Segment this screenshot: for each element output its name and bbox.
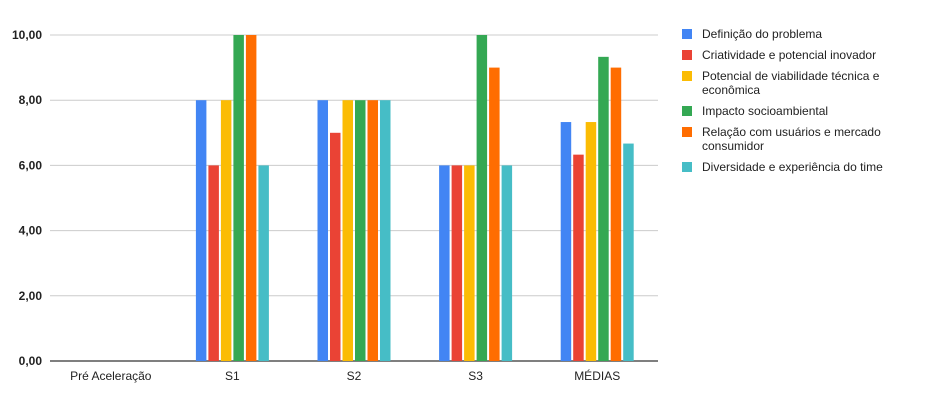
bar: [464, 165, 475, 361]
x-category-label: S2: [347, 369, 362, 383]
bar: [585, 122, 597, 362]
legend-label: Definição do problema: [702, 27, 823, 41]
legend-swatch: [682, 71, 692, 81]
legend: Definição do problema Criatividade e pote…: [682, 27, 932, 181]
bar: [258, 165, 269, 361]
legend-item: Criatividade e potencial inovador: [682, 48, 932, 62]
bar: [220, 100, 232, 361]
bar: [208, 165, 219, 361]
legend-swatch: [682, 29, 692, 39]
x-category-label: S1: [225, 369, 240, 383]
bar: [367, 100, 378, 361]
legend-swatch: [682, 50, 692, 60]
legend-item: Potencial de viabilidade técnica e econô…: [682, 69, 932, 97]
y-tick-label: 8,00: [19, 93, 43, 107]
y-tick-label: 10,00: [12, 28, 42, 42]
bar: [623, 143, 634, 361]
legend-label: Potencial de viabilidade técnica e econô…: [702, 69, 880, 97]
bar: [195, 100, 207, 361]
legend-label: Criatividade e potencial inovador: [702, 48, 877, 62]
bar: [573, 154, 584, 361]
y-tick-label: 6,00: [19, 158, 43, 172]
legend-label: Impacto socioambiental: [702, 104, 829, 118]
x-axis-category-labels: Pré Aceleração S1 S2 S3 MÉDIAS: [70, 368, 620, 383]
y-tick-label: 2,00: [19, 289, 43, 303]
y-tick-label: 0,00: [19, 354, 43, 368]
x-category-label: S3: [468, 369, 483, 383]
bar: [610, 67, 622, 361]
legend-swatch: [682, 162, 692, 172]
bar: [245, 35, 257, 361]
bar: [233, 35, 244, 361]
legend-item: Diversidade e experiência do time: [682, 160, 932, 174]
grid-lines: [50, 34, 658, 362]
bar: [439, 165, 450, 361]
legend-item: Impacto socioambiental: [682, 104, 932, 118]
legend-item: Relação com usuários e mercado consumido…: [682, 125, 932, 153]
legend-item: Definição do problema: [682, 27, 932, 41]
x-category-label: Pré Aceleração: [70, 369, 152, 383]
y-tick-label: 4,00: [19, 224, 43, 238]
bars: [195, 35, 634, 362]
bar: [342, 100, 353, 361]
bar: [501, 165, 513, 361]
legend-swatch: [682, 127, 692, 137]
bar: [451, 165, 463, 361]
legend-label: Diversidade e experiência do time: [702, 160, 883, 174]
bar: [476, 35, 488, 361]
x-category-label: MÉDIAS: [574, 368, 620, 383]
bar: [560, 122, 572, 362]
bar: [380, 100, 391, 361]
bar: [489, 67, 500, 361]
legend-swatch: [682, 106, 692, 116]
y-axis-tick-labels: 0,00 2,00 4,00 6,00 8,00 10,00: [12, 28, 42, 368]
bar: [317, 100, 328, 361]
legend-label: Relação com usuários e mercado consumido…: [702, 125, 881, 153]
bar: [598, 56, 609, 361]
bar: [355, 100, 366, 361]
bar: [330, 132, 341, 361]
